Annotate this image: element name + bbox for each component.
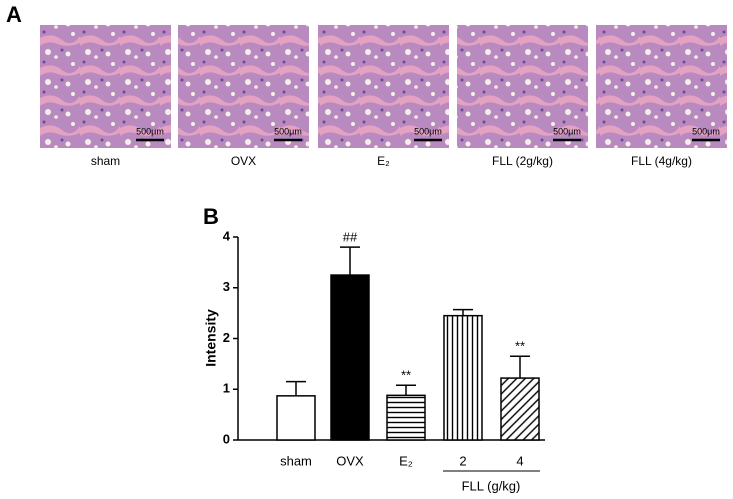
image-label: FLL (2g/kg) (492, 154, 553, 168)
x-tick-label: sham (280, 453, 312, 468)
micrograph (40, 25, 171, 148)
panel-label: B (203, 204, 219, 229)
x-tick-label: 2 (459, 453, 466, 468)
image-label: FLL (4g/kg) (631, 154, 692, 168)
bar (330, 274, 370, 441)
scale-label: 500μm (274, 126, 302, 136)
micrograph (178, 25, 309, 148)
y-axis-label: Intensity (203, 309, 219, 367)
significance: ** (515, 339, 525, 354)
micrograph (318, 25, 449, 148)
error-bar (510, 355, 530, 379)
micrograph (596, 25, 727, 148)
panel-label: A (6, 2, 22, 27)
y-tick-label: 0 (223, 431, 230, 446)
x-tick-label: 4 (516, 453, 523, 468)
scale-label: 500μm (692, 126, 720, 136)
image-label: sham (91, 154, 120, 168)
y-tick-label: 2 (223, 330, 230, 345)
bar (443, 314, 483, 441)
y-tick-label: 3 (223, 279, 230, 294)
error-bar (453, 308, 473, 316)
significance: ## (343, 230, 358, 245)
y-tick-label: 1 (223, 381, 230, 396)
group-label: FLL (g/kg) (462, 478, 521, 493)
bar (500, 377, 540, 441)
x-tick-label: OVX (336, 453, 364, 468)
micrograph (457, 25, 588, 148)
significance: ** (401, 368, 411, 383)
error-bar (340, 246, 360, 276)
scale-label: 500μm (414, 126, 442, 136)
y-tick-label: 4 (223, 228, 231, 243)
image-label: OVX (231, 154, 256, 168)
chart: 0 1 2 3 4 sham OVX ## E₂ ** 2 4 ** FLL (g/kg) (223, 228, 545, 493)
error-bar (396, 384, 416, 396)
image-label: E₂ (377, 154, 390, 168)
error-bar (286, 380, 306, 396)
scale-label: 500μm (553, 126, 581, 136)
bar (386, 394, 426, 441)
scale-label: 500μm (136, 126, 164, 136)
micrographs: 500μm sham 500μm OVX 500μm E₂ 500μm FLL (2g/kg)… (40, 25, 727, 168)
x-tick-label: E₂ (399, 453, 413, 468)
bar (276, 395, 316, 441)
